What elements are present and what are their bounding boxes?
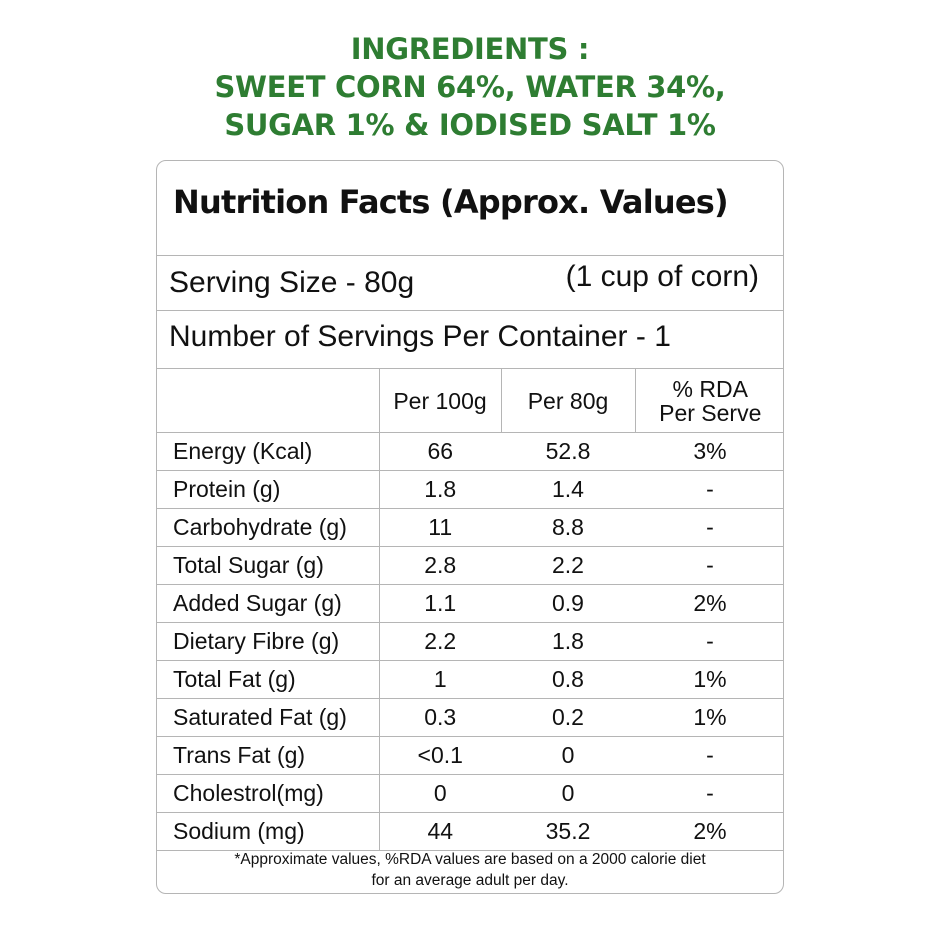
nutrient-name: Protein (g) <box>157 470 379 509</box>
nutrition-table-header: Per 100g Per 80g % RDA Per Serve <box>157 369 783 433</box>
table-row: Carbohydrate (g) 11 8.8 - <box>157 508 783 547</box>
table-row: Protein (g) 1.8 1.4 - <box>157 470 783 509</box>
nutrition-title: Nutrition Facts (Approx. Values) <box>173 183 729 221</box>
value-rda: - <box>635 774 783 813</box>
table-row: Energy (Kcal) 66 52.8 3% <box>157 432 783 471</box>
value-per-100g: 2.8 <box>378 546 501 585</box>
header-nutrient <box>157 369 379 433</box>
value-per-100g: 1 <box>378 660 501 699</box>
ingredients-line-1: SWEET CORN 64%, WATER 34%, <box>214 70 726 104</box>
nutrient-name: Trans Fat (g) <box>157 736 379 775</box>
value-per-80g: 1.8 <box>501 622 635 661</box>
table-row: Added Sugar (g) 1.1 0.9 2% <box>157 584 783 623</box>
value-per-100g: 0.3 <box>378 698 501 737</box>
ingredients-heading: INGREDIENTS : <box>350 32 590 66</box>
value-rda: 1% <box>635 660 783 699</box>
value-rda: 3% <box>635 432 783 471</box>
table-row: Cholestrol(mg) 0 0 - <box>157 774 783 813</box>
nutrient-name: Carbohydrate (g) <box>157 508 379 547</box>
serving-size-note: (1 cup of corn) <box>565 260 759 293</box>
value-per-100g: 1.1 <box>378 584 501 623</box>
header-rda: % RDA Per Serve <box>634 369 783 433</box>
value-per-100g: <0.1 <box>378 736 501 775</box>
header-per-80g: Per 80g <box>500 369 635 433</box>
nutrient-name: Total Fat (g) <box>157 660 379 699</box>
nutrient-name: Saturated Fat (g) <box>157 698 379 737</box>
nutrient-name: Dietary Fibre (g) <box>157 622 379 661</box>
serving-size-row: Serving Size - 80g (1 cup of corn) <box>157 256 783 311</box>
servings-per-container-row: Number of Servings Per Container - 1 <box>157 311 783 369</box>
nutrient-name: Total Sugar (g) <box>157 546 379 585</box>
nutrition-facts-panel: Nutrition Facts (Approx. Values) Serving… <box>156 160 784 894</box>
footnote-line-1: *Approximate values, %RDA values are bas… <box>234 851 706 868</box>
value-per-80g: 1.4 <box>501 470 635 509</box>
footnote-line-2: for an average adult per day. <box>371 872 569 889</box>
value-per-80g: 35.2 <box>501 812 635 851</box>
value-rda: - <box>635 622 783 661</box>
nutrition-table: Per 100g Per 80g % RDA Per Serve Energy … <box>157 369 783 851</box>
servings-per-container: Number of Servings Per Container - 1 <box>169 320 671 353</box>
header-per-100g: Per 100g <box>378 369 501 433</box>
value-per-80g: 0 <box>501 736 635 775</box>
ingredients-block: INGREDIENTS : SWEET CORN 64%, WATER 34%,… <box>0 30 940 144</box>
table-row: Total Sugar (g) 2.8 2.2 - <box>157 546 783 585</box>
nutrient-name: Added Sugar (g) <box>157 584 379 623</box>
value-per-100g: 2.2 <box>378 622 501 661</box>
header-rda-line-1: % RDA <box>672 375 748 402</box>
nutrient-name: Sodium (mg) <box>157 812 379 851</box>
value-per-80g: 0.2 <box>501 698 635 737</box>
serving-size: Serving Size - 80g <box>169 266 415 299</box>
value-rda: - <box>635 736 783 775</box>
header-rda-line-2: Per Serve <box>659 399 762 426</box>
value-per-100g: 66 <box>378 432 501 471</box>
value-per-80g: 0 <box>501 774 635 813</box>
table-row: Dietary Fibre (g) 2.2 1.8 - <box>157 622 783 661</box>
footnote: *Approximate values, %RDA values are bas… <box>157 849 783 891</box>
value-rda: - <box>635 508 783 547</box>
table-row: Total Fat (g) 1 0.8 1% <box>157 660 783 699</box>
value-rda: 2% <box>635 584 783 623</box>
value-per-80g: 0.9 <box>501 584 635 623</box>
value-rda: 1% <box>635 698 783 737</box>
table-row: Saturated Fat (g) 0.3 0.2 1% <box>157 698 783 737</box>
value-per-80g: 52.8 <box>501 432 635 471</box>
value-per-80g: 8.8 <box>501 508 635 547</box>
nutrition-title-row: Nutrition Facts (Approx. Values) <box>157 161 783 256</box>
value-per-100g: 44 <box>378 812 501 851</box>
value-rda: - <box>635 546 783 585</box>
ingredients-line-2: SUGAR 1% & IODISED SALT 1% <box>224 108 716 142</box>
value-rda: 2% <box>635 812 783 851</box>
value-per-100g: 1.8 <box>378 470 501 509</box>
value-rda: - <box>635 470 783 509</box>
nutrient-name: Energy (Kcal) <box>157 432 379 471</box>
value-per-80g: 0.8 <box>501 660 635 699</box>
table-row: Trans Fat (g) <0.1 0 - <box>157 736 783 775</box>
table-row: Sodium (mg) 44 35.2 2% <box>157 812 783 851</box>
nutrient-name: Cholestrol(mg) <box>157 774 379 813</box>
value-per-100g: 0 <box>378 774 501 813</box>
value-per-80g: 2.2 <box>501 546 635 585</box>
value-per-100g: 11 <box>378 508 501 547</box>
